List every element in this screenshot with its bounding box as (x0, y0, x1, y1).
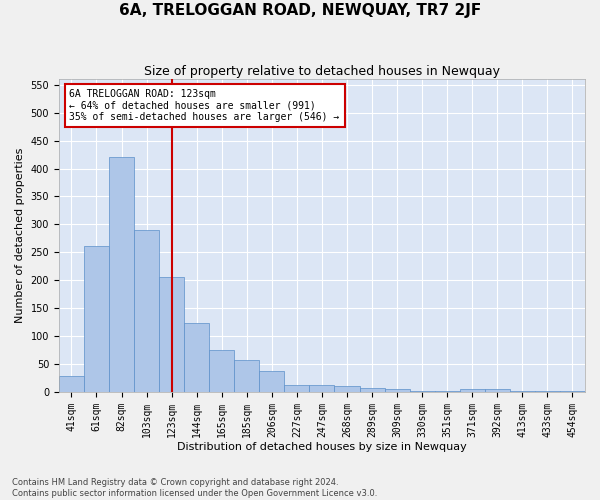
Bar (159, 277, 184, 392)
Bar (385, 389, 410, 392)
Bar (485, 389, 510, 392)
Text: Contains HM Land Registry data © Crown copyright and database right 2024.
Contai: Contains HM Land Registry data © Crown c… (12, 478, 377, 498)
Bar (209, 350, 234, 392)
Bar (109, 158, 134, 392)
Bar (310, 384, 334, 392)
Bar (284, 384, 310, 392)
Bar (184, 322, 209, 392)
Bar (59, 376, 84, 392)
Text: 6A TRELOGGAN ROAD: 123sqm
← 64% of detached houses are smaller (991)
35% of semi: 6A TRELOGGAN ROAD: 123sqm ← 64% of detac… (70, 88, 340, 122)
Bar (134, 230, 159, 392)
Bar (560, 391, 585, 392)
Y-axis label: Number of detached properties: Number of detached properties (15, 148, 25, 324)
Bar (359, 388, 385, 392)
Title: Size of property relative to detached houses in Newquay: Size of property relative to detached ho… (144, 65, 500, 78)
Bar (434, 391, 460, 392)
Bar (535, 391, 560, 392)
Bar (234, 360, 259, 392)
Bar (259, 370, 284, 392)
Bar (510, 391, 535, 392)
Text: 6A, TRELOGGAN ROAD, NEWQUAY, TR7 2JF: 6A, TRELOGGAN ROAD, NEWQUAY, TR7 2JF (119, 2, 481, 18)
X-axis label: Distribution of detached houses by size in Newquay: Distribution of detached houses by size … (177, 442, 467, 452)
Bar (410, 391, 434, 392)
Bar (334, 386, 359, 392)
Bar (460, 389, 485, 392)
Bar (84, 246, 109, 392)
